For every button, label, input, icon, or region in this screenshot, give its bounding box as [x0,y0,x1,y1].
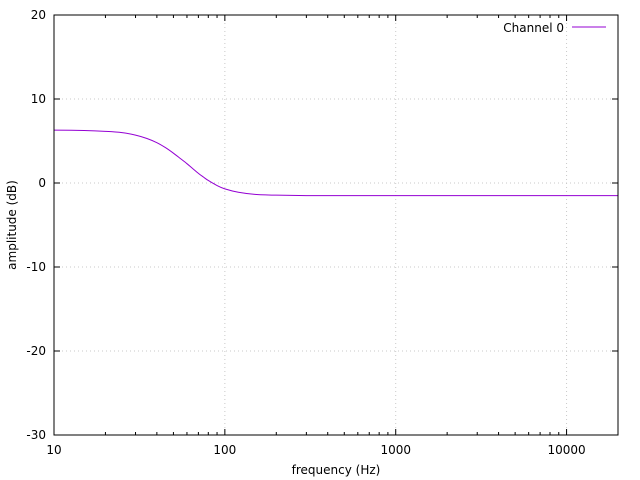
plot-frame [53,14,619,436]
legend: Channel 0 [503,21,606,35]
y-tick-label: 10 [31,92,46,106]
grid [54,15,618,435]
legend-label-channel-0: Channel 0 [503,21,564,35]
y-tick-label: -20 [26,344,46,358]
tick-marks [53,14,619,436]
x-tick-labels: 10 100 1000 10000 [46,443,585,457]
y-tick-label: -30 [26,428,46,442]
y-tick-label: 20 [31,8,46,22]
x-tick-label: 1000 [380,443,411,457]
y-tick-label: 0 [38,176,46,190]
x-tick-label: 100 [213,443,236,457]
y-axis-label: amplitude (dB) [5,180,19,270]
x-tick-label: 10 [46,443,61,457]
y-tick-label: -10 [26,260,46,274]
x-axis-label: frequency (Hz) [292,463,381,477]
x-tick-label: 10000 [547,443,585,457]
y-tick-labels: -30 -20 -10 0 10 20 [26,8,46,442]
series-line-channel-0 [53,129,618,197]
series-layer [53,129,618,197]
